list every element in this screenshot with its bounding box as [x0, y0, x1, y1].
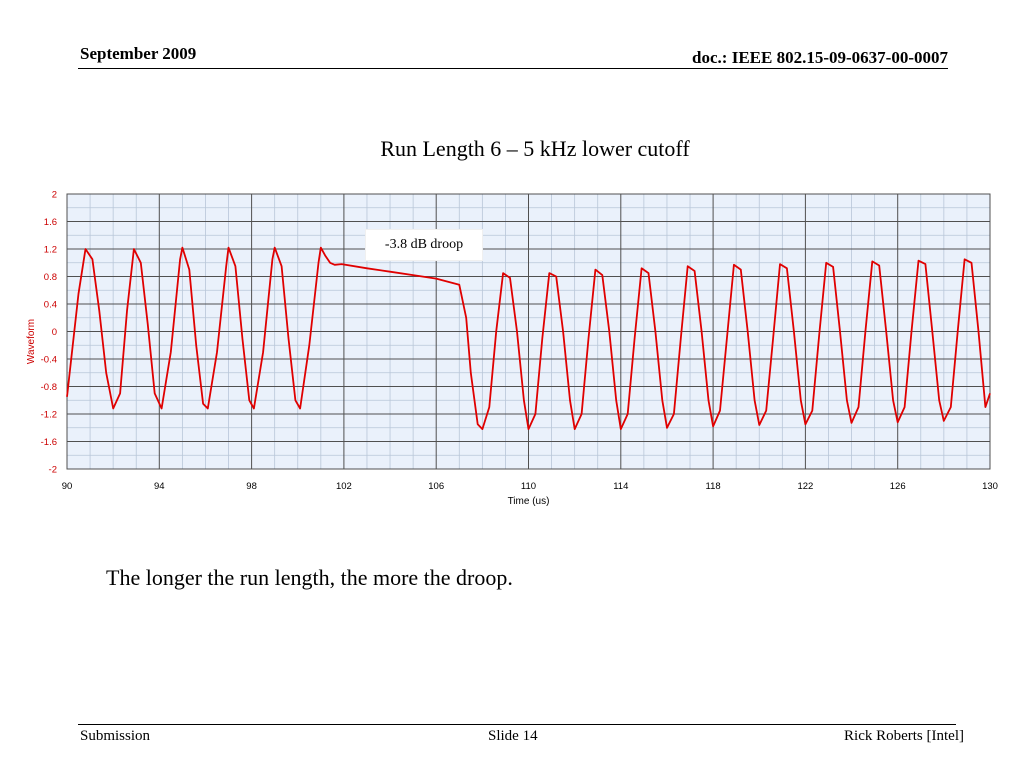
y-tick-label: 0 — [52, 327, 57, 338]
grid — [66, 193, 991, 470]
footer-author: Rick Roberts [Intel] — [844, 728, 964, 744]
x-tick-label: 126 — [890, 481, 906, 492]
y-tick-label: 1.6 — [44, 217, 57, 228]
y-tick-label: -0.4 — [41, 355, 57, 366]
y-tick-label: -0.8 — [41, 382, 57, 393]
x-tick-label: 94 — [154, 481, 165, 492]
y-tick-label: -2 — [49, 465, 57, 476]
y-tick-label: 0.8 — [44, 272, 57, 283]
x-tick-label: 106 — [428, 481, 444, 492]
header-doc-id: doc.: IEEE 802.15-09-0637-00-0007 — [692, 48, 948, 67]
y-tick-label: -1.2 — [41, 410, 57, 421]
footer-slide-number: Slide 14 — [488, 728, 538, 744]
slide-title: Run Length 6 – 5 kHz lower cutoff — [380, 136, 690, 161]
y-tick-label: -1.6 — [41, 437, 57, 448]
x-axis-label: Time (us) — [508, 496, 550, 507]
y-tick-label: 2 — [52, 190, 57, 201]
x-tick-label: 114 — [613, 481, 628, 492]
x-tick-label: 130 — [982, 481, 998, 492]
x-tick-label: 102 — [336, 481, 352, 492]
droop-annotation: -3.8 dB droop — [366, 230, 482, 260]
x-tick-label: 110 — [521, 481, 536, 492]
y-tick-labels: 2 1.6 1.2 0.8 0.4 0 -0.4 -0.8 -1.2 -1.6 -2 — [41, 190, 57, 476]
x-tick-labels: 90 94 98 102 106 110 114 118 122 126 130 — [62, 481, 998, 492]
y-tick-label: 0.4 — [44, 300, 57, 311]
y-axis-label: Waveform — [26, 319, 37, 364]
x-tick-label: 90 — [62, 481, 73, 492]
body-text: The longer the run length, the more the … — [106, 565, 513, 590]
footer-rule — [78, 724, 956, 725]
header-rule — [78, 68, 948, 69]
series-line — [66, 246, 991, 431]
footer-submission: Submission — [80, 728, 151, 744]
y-tick-label: 1.2 — [44, 245, 57, 256]
x-tick-label: 118 — [706, 481, 721, 492]
x-tick-label: 122 — [797, 481, 813, 492]
header-date: September 2009 — [80, 44, 197, 63]
x-tick-label: 98 — [246, 481, 257, 492]
